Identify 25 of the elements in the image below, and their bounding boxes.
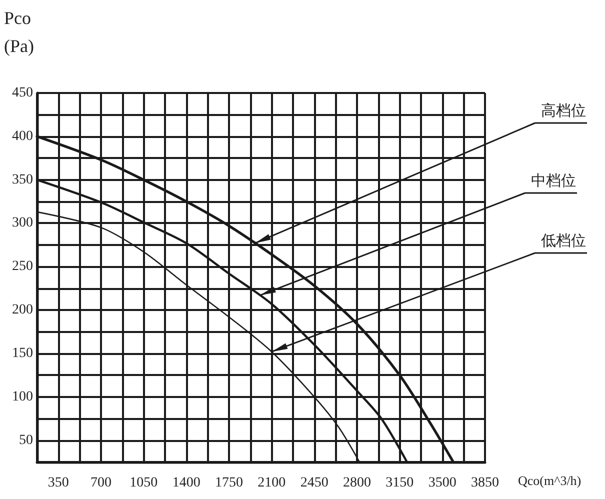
y-tick-label: 250 xyxy=(12,259,33,274)
y-tick-label: 400 xyxy=(12,128,33,144)
x-tick-label: 3150 xyxy=(386,476,414,490)
y-tick-label: 450 xyxy=(12,86,33,100)
x-tick-label: 1050 xyxy=(130,476,158,490)
y-tick-label: 350 xyxy=(12,172,33,188)
x-tick-label: 3500 xyxy=(428,476,456,490)
x-tick-label: 350 xyxy=(48,476,69,490)
x-tick-label: 1400 xyxy=(172,476,200,490)
x-tick-label: 2800 xyxy=(343,476,371,490)
y-tick-label: 300 xyxy=(12,216,33,231)
x-tick-label: 1750 xyxy=(215,476,243,490)
annotation: 低档位 xyxy=(541,232,586,250)
y-tick-label: 150 xyxy=(12,346,33,361)
x-tick-label: 700 xyxy=(90,476,112,490)
x-axis-title: Qco(m^3/h) xyxy=(518,473,582,488)
y-tick-label: 50 xyxy=(19,432,33,448)
x-tick-label: 2100 xyxy=(258,476,286,490)
y-tick-label: 100 xyxy=(12,389,33,404)
y-tick-label: 200 xyxy=(12,302,33,318)
x-tick-label: 2450 xyxy=(300,476,328,490)
x-tick-label: 3850 xyxy=(471,476,499,490)
annotation: 中档位 xyxy=(531,172,576,190)
y-axis-title: Pco (Pa) xyxy=(4,8,34,56)
annotation: 高档位 xyxy=(541,102,586,120)
